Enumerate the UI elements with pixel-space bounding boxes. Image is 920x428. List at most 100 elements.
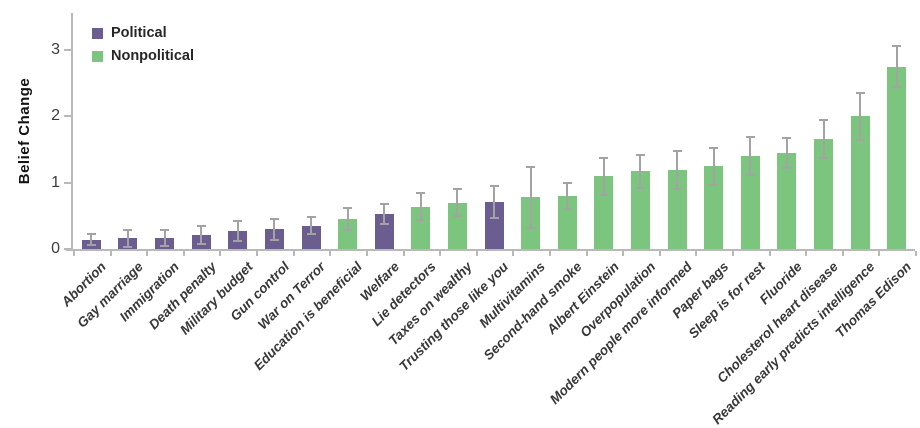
- bar-education-is-beneficial: [338, 219, 358, 249]
- x-axis-tick: [146, 251, 149, 256]
- x-axis-line: [66, 249, 915, 251]
- error-bar-cap: [489, 216, 499, 219]
- error-bar-cap: [343, 229, 353, 232]
- error-bar-cap: [819, 119, 828, 122]
- error-bar-cap: [233, 240, 243, 242]
- error-bar: [566, 183, 569, 209]
- error-bar-cap: [782, 137, 792, 140]
- y-axis-line: [71, 13, 73, 251]
- error-bar: [90, 234, 93, 245]
- y-axis-tick: [64, 248, 72, 250]
- error-bar-cap: [855, 139, 865, 142]
- error-bar-cap: [855, 91, 865, 94]
- error-bar: [639, 154, 642, 189]
- error-bar-cap: [709, 146, 719, 149]
- error-bar-cap: [562, 207, 572, 210]
- error-bar: [419, 193, 422, 220]
- error-bar-cap: [672, 188, 682, 191]
- bar-lie-detectors: [411, 206, 431, 249]
- y-axis-tick: [64, 49, 72, 52]
- x-axis-tick: [585, 251, 588, 256]
- x-axis-tick: [915, 251, 917, 256]
- y-tick-label: 1: [51, 173, 60, 191]
- x-axis-tick: [73, 251, 75, 256]
- bar-fluoride: [777, 152, 797, 249]
- error-bar: [163, 230, 166, 247]
- error-bar-cap: [306, 216, 316, 219]
- error-bar: [456, 189, 459, 216]
- bar-modern-people-more-informed: [667, 170, 687, 249]
- error-bar: [712, 147, 715, 185]
- y-tick-label: 0: [51, 240, 60, 257]
- error-bar-cap: [562, 182, 572, 185]
- error-bar: [822, 120, 825, 158]
- error-bar-cap: [343, 206, 353, 209]
- error-bar: [895, 46, 898, 88]
- x-axis-tick: [878, 251, 881, 256]
- error-bar-cap: [599, 156, 609, 159]
- bar-thomas-edison: [887, 66, 907, 249]
- legend-swatch-icon: [92, 50, 103, 62]
- error-bar-cap: [526, 226, 536, 229]
- x-axis-tick: [622, 251, 625, 256]
- legend-label: Nonpolitical: [111, 48, 194, 64]
- x-axis-tick: [439, 251, 442, 256]
- error-bar-cap: [819, 156, 828, 159]
- legend: Political Nonpolitical: [92, 26, 194, 72]
- x-axis-tick: [182, 251, 185, 256]
- x-axis-tick: [475, 251, 478, 256]
- error-bar-cap: [745, 136, 755, 138]
- error-bar-cap: [745, 174, 755, 177]
- bar-albert-einstein: [594, 176, 614, 249]
- error-bar-cap: [489, 185, 499, 187]
- error-bar-cap: [196, 243, 206, 246]
- error-bar-cap: [86, 233, 96, 236]
- x-axis-tick: [732, 251, 734, 256]
- error-bar-cap: [196, 224, 206, 227]
- x-axis-tick: [256, 251, 258, 256]
- error-bar: [383, 203, 386, 224]
- error-bar-cap: [269, 238, 279, 241]
- error-bar-cap: [452, 214, 462, 217]
- error-bar-cap: [123, 246, 133, 248]
- x-axis-tick: [841, 251, 844, 256]
- error-bar: [602, 157, 605, 195]
- bar-paper-bags: [704, 166, 724, 249]
- bar-reading-early-predicts-intelligence: [850, 116, 870, 249]
- error-bar: [346, 207, 349, 231]
- bar-war-on-terror: [301, 225, 321, 249]
- error-bar-cap: [599, 193, 609, 196]
- error-bar-cap: [379, 222, 389, 225]
- error-bar: [529, 166, 532, 228]
- error-bar: [859, 92, 862, 141]
- error-bar-cap: [782, 166, 792, 169]
- error-bar-cap: [86, 244, 96, 246]
- error-bar-cap: [269, 217, 279, 220]
- error-bar: [236, 221, 239, 242]
- x-axis-tick: [329, 251, 332, 256]
- error-bar-cap: [635, 187, 645, 189]
- x-axis-tick: [402, 251, 405, 256]
- bar-welfare: [374, 213, 394, 249]
- error-bar-cap: [416, 192, 426, 195]
- x-axis-tick: [292, 251, 295, 256]
- error-bar: [493, 186, 495, 218]
- legend-item-political: Political: [92, 26, 194, 40]
- error-bar-cap: [892, 45, 902, 48]
- error-bar-cap: [160, 229, 169, 232]
- error-bar: [785, 138, 788, 168]
- x-axis-tick: [805, 251, 808, 256]
- error-bar-cap: [892, 86, 902, 89]
- error-bar: [676, 150, 678, 190]
- error-bar: [200, 225, 203, 245]
- bar-taxes-on-wealthy: [447, 202, 467, 249]
- error-bar-cap: [160, 245, 169, 248]
- y-axis-tick: [64, 115, 72, 118]
- x-axis-tick: [365, 251, 368, 256]
- x-axis-tick: [512, 251, 515, 256]
- error-bar-cap: [672, 149, 682, 152]
- legend-item-nonpolitical: Nonpolitical: [92, 49, 194, 63]
- y-tick-label: 3: [51, 41, 60, 59]
- legend-swatch-icon: [92, 27, 103, 39]
